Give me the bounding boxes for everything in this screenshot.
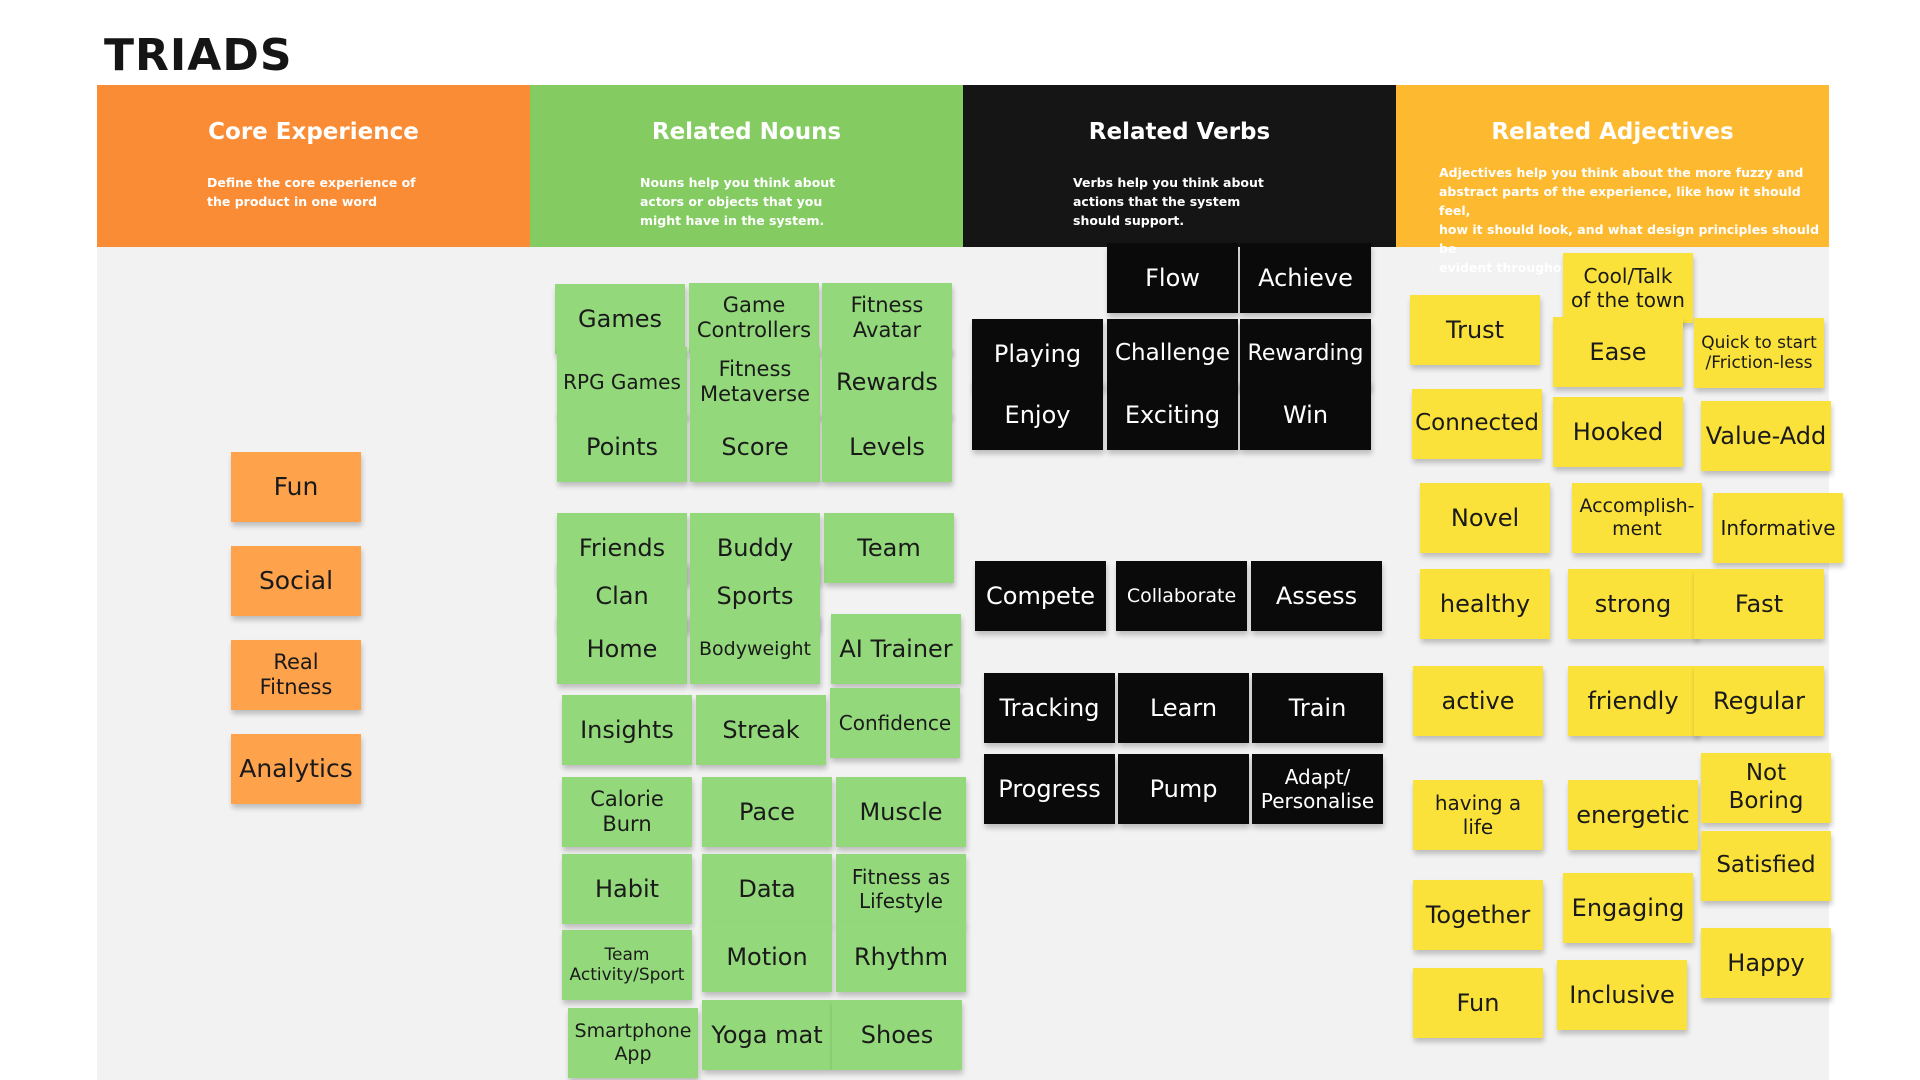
noun-sticky[interactable]: Bodyweight xyxy=(690,614,820,684)
column-title-nouns: Related Nouns xyxy=(651,119,842,145)
noun-sticky[interactable]: Motion xyxy=(702,922,832,992)
adjective-sticky[interactable]: Accomplish- ment xyxy=(1572,483,1702,553)
adjective-sticky[interactable]: healthy xyxy=(1420,569,1550,639)
column-description-verbs: Verbs help you think about actions that … xyxy=(1073,175,1264,228)
adjective-sticky[interactable]: active xyxy=(1413,666,1543,736)
verb-sticky[interactable]: Pump xyxy=(1118,754,1249,824)
adjective-sticky[interactable]: Not Boring xyxy=(1701,753,1831,823)
column-header-adjectives: Related Adjectives Adjectives help you t… xyxy=(1396,85,1829,275)
noun-sticky[interactable]: Calorie Burn xyxy=(562,777,692,847)
adjective-sticky[interactable]: Connected xyxy=(1412,389,1542,459)
adjective-sticky[interactable]: Quick to start /Friction-less xyxy=(1694,318,1824,388)
adjective-sticky[interactable]: Value-Add xyxy=(1701,401,1831,471)
noun-sticky[interactable]: Streak xyxy=(696,695,826,765)
noun-sticky[interactable]: Rewards xyxy=(822,347,952,417)
noun-sticky[interactable]: Fitness as Lifestyle xyxy=(836,854,966,924)
adjective-sticky[interactable]: Trust xyxy=(1410,295,1540,365)
noun-sticky[interactable]: Fitness Metaverse xyxy=(690,347,820,417)
adjective-sticky[interactable]: having a life xyxy=(1413,780,1543,850)
verb-sticky[interactable]: Learn xyxy=(1118,673,1249,743)
noun-sticky[interactable]: RPG Games xyxy=(557,347,687,417)
noun-sticky[interactable]: Team xyxy=(824,513,954,583)
column-core-experience[interactable]: Core Experience Define the core experien… xyxy=(97,85,530,1080)
adjective-sticky[interactable]: Novel xyxy=(1420,483,1550,553)
noun-sticky[interactable]: Data xyxy=(702,854,832,924)
column-description-nouns: Nouns help you think about actors or obj… xyxy=(640,175,836,228)
core-sticky[interactable]: Analytics xyxy=(231,734,361,804)
verb-sticky[interactable]: Assess xyxy=(1251,561,1382,631)
column-header-verbs: Related Verbs Verbs help you think about… xyxy=(963,85,1396,247)
noun-sticky[interactable]: Smartphone App xyxy=(568,1008,698,1078)
verb-sticky[interactable]: Rewarding xyxy=(1240,319,1371,389)
verb-sticky[interactable]: Win xyxy=(1240,380,1371,450)
adjective-sticky[interactable]: Regular xyxy=(1694,666,1824,736)
verb-sticky[interactable]: Achieve xyxy=(1240,243,1371,313)
noun-sticky[interactable]: Levels xyxy=(822,412,952,482)
verb-sticky[interactable]: Enjoy xyxy=(972,380,1103,450)
adjective-sticky[interactable]: Engaging xyxy=(1563,873,1693,943)
verb-sticky[interactable]: Playing xyxy=(972,319,1103,389)
verb-sticky[interactable]: Train xyxy=(1252,673,1383,743)
noun-sticky[interactable]: Score xyxy=(690,412,820,482)
adjective-sticky[interactable]: Cool/Talk of the town xyxy=(1563,253,1693,323)
column-title-adjectives: Related Adjectives xyxy=(1491,119,1734,145)
noun-sticky[interactable]: Team Activity/Sport xyxy=(562,930,692,1000)
adjective-sticky[interactable]: Informative xyxy=(1713,493,1843,563)
column-description-core: Define the core experience of the produc… xyxy=(207,175,416,209)
verb-sticky[interactable]: Adapt/ Personalise xyxy=(1252,754,1383,824)
noun-sticky[interactable]: Points xyxy=(557,412,687,482)
verb-sticky[interactable]: Challenge xyxy=(1107,319,1238,389)
adjective-sticky[interactable]: Together xyxy=(1413,880,1543,950)
noun-sticky[interactable]: Fitness Avatar xyxy=(822,283,952,353)
verb-sticky[interactable]: Tracking xyxy=(984,673,1115,743)
adjective-sticky[interactable]: Fast xyxy=(1694,569,1824,639)
core-sticky[interactable]: Social xyxy=(231,546,361,616)
column-description-adjectives: Adjectives help you think about the more… xyxy=(1439,165,1820,275)
column-title-core: Core Experience xyxy=(208,119,419,145)
noun-sticky[interactable]: Insights xyxy=(562,695,692,765)
noun-sticky[interactable]: AI Trainer xyxy=(831,614,961,684)
noun-sticky[interactable]: Confidence xyxy=(830,688,960,758)
column-header-core: Core Experience Define the core experien… xyxy=(97,85,530,247)
core-sticky[interactable]: Real Fitness xyxy=(231,640,361,710)
adjective-sticky[interactable]: Inclusive xyxy=(1557,960,1687,1030)
noun-sticky[interactable]: Rhythm xyxy=(836,922,966,992)
noun-sticky[interactable]: Games xyxy=(555,284,685,354)
adjective-sticky[interactable]: Happy xyxy=(1701,928,1831,998)
adjective-sticky[interactable]: Fun xyxy=(1413,968,1543,1038)
column-header-nouns: Related Nouns Nouns help you think about… xyxy=(530,85,963,247)
adjective-sticky[interactable]: strong xyxy=(1568,569,1698,639)
verb-sticky[interactable]: Collaborate xyxy=(1116,561,1247,631)
noun-sticky[interactable]: Shoes xyxy=(832,1000,962,1070)
verb-sticky[interactable]: Compete xyxy=(975,561,1106,631)
verb-sticky[interactable]: Progress xyxy=(984,754,1115,824)
noun-sticky[interactable]: Habit xyxy=(562,854,692,924)
noun-sticky[interactable]: Home xyxy=(557,614,687,684)
adjective-sticky[interactable]: Satisfied xyxy=(1701,831,1831,901)
adjective-sticky[interactable]: friendly xyxy=(1568,666,1698,736)
adjective-sticky[interactable]: energetic xyxy=(1568,780,1698,850)
board-title: TRIADS xyxy=(104,30,293,81)
column-title-verbs: Related Verbs xyxy=(1088,119,1271,145)
noun-sticky[interactable]: Yoga mat xyxy=(702,1000,832,1070)
verb-sticky[interactable]: Flow xyxy=(1107,243,1238,313)
verb-sticky[interactable]: Exciting xyxy=(1107,380,1238,450)
noun-sticky[interactable]: Muscle xyxy=(836,777,966,847)
adjective-sticky[interactable]: Ease xyxy=(1553,317,1683,387)
adjective-sticky[interactable]: Hooked xyxy=(1553,397,1683,467)
noun-sticky[interactable]: Game Controllers xyxy=(689,283,819,353)
core-sticky[interactable]: Fun xyxy=(231,452,361,522)
noun-sticky[interactable]: Pace xyxy=(702,777,832,847)
